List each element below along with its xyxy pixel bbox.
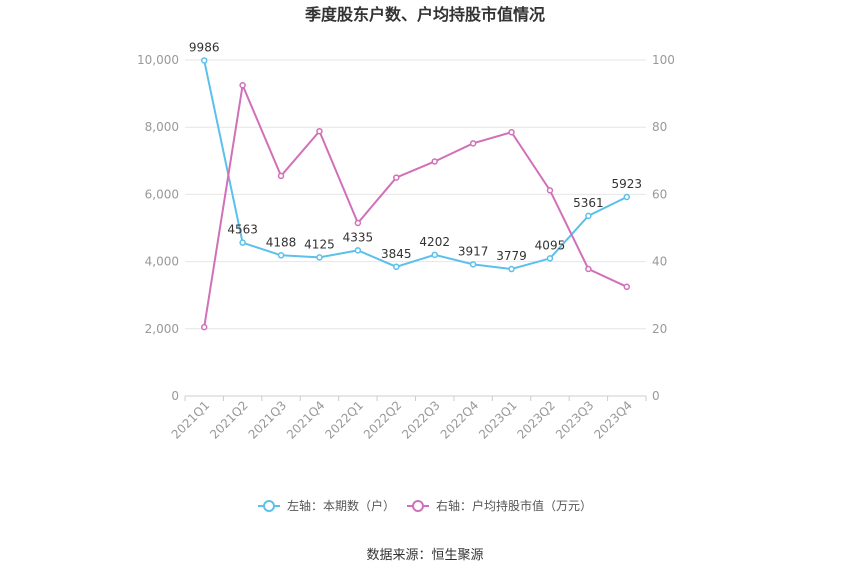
legend[interactable]: 左轴：本期数（户） 右轴：户均持股市值（万元） xyxy=(258,498,592,513)
x-tick-label: 2023Q1 xyxy=(476,398,520,442)
legend-label-2: 右轴：户均持股市值（万元） xyxy=(436,498,592,513)
data-label: 5361 xyxy=(573,196,604,210)
data-label: 4335 xyxy=(343,230,374,244)
y-right-tick-label: 20 xyxy=(652,322,667,336)
y-right-tick-label: 0 xyxy=(652,389,660,403)
y-right-tick-label: 60 xyxy=(652,187,667,201)
x-tick-label: 2023Q3 xyxy=(553,398,597,442)
series-2-point xyxy=(354,219,362,227)
x-tick-label: 2021Q4 xyxy=(284,398,328,442)
source-note: 数据来源：恒生聚源 xyxy=(366,548,483,563)
series-line-1 xyxy=(203,60,628,271)
y-right-tick-label: 40 xyxy=(652,255,667,269)
series-1-point xyxy=(508,265,515,273)
series-2-point xyxy=(239,81,246,89)
series-1-point xyxy=(469,261,477,268)
series-line-2 xyxy=(203,81,628,328)
data-label: 5923 xyxy=(612,177,643,191)
series-1-point xyxy=(277,252,285,259)
y-left-tick-label: 10,000 xyxy=(137,53,179,67)
series-2-point xyxy=(431,158,438,165)
y-left-tick-label: 8,000 xyxy=(145,120,179,134)
x-tick-label: 2021Q3 xyxy=(246,398,290,442)
x-tick-label: 2022Q1 xyxy=(322,398,366,442)
y-right-tick-label: 100 xyxy=(652,53,675,67)
data-label: 3845 xyxy=(381,247,412,261)
series-2-point xyxy=(200,323,208,331)
data-labels: 9986 4563 4188 4125 4335 3845 4202 3917 3779 4095… xyxy=(189,40,642,263)
x-tick-label: 2022Q4 xyxy=(438,398,482,442)
x-tick-label: 2023Q2 xyxy=(515,398,559,442)
data-label: 4125 xyxy=(304,237,335,251)
y-right-tick-label: 80 xyxy=(652,120,667,134)
x-tick-label: 2021Q2 xyxy=(207,398,251,442)
series-1-point xyxy=(200,57,208,64)
data-label: 4188 xyxy=(266,235,297,249)
data-label: 4202 xyxy=(419,235,450,249)
series-group xyxy=(200,57,631,331)
series-1-point xyxy=(316,254,323,261)
series-2-point xyxy=(277,172,285,180)
x-tick-label: 2022Q2 xyxy=(361,398,405,442)
y-left-tick-label: 4,000 xyxy=(145,255,179,269)
x-tick-label: 2022Q3 xyxy=(399,398,443,442)
data-label: 9986 xyxy=(189,40,220,54)
series-2-point xyxy=(508,128,515,136)
data-label: 3917 xyxy=(458,244,489,258)
data-label: 3779 xyxy=(496,249,527,263)
series-1-point xyxy=(585,212,592,220)
series-1-point xyxy=(623,193,631,201)
series-2-point xyxy=(469,140,477,147)
data-label: 4563 xyxy=(227,223,258,237)
y-left-tick-label: 2,000 xyxy=(145,322,179,336)
x-tick-label: 2021Q1 xyxy=(169,398,213,442)
series-2-point xyxy=(316,127,323,135)
y-left-tick-label: 0 xyxy=(171,389,179,403)
series-1-point xyxy=(393,263,400,271)
data-label: 4095 xyxy=(535,238,566,252)
series-2-point xyxy=(585,265,592,273)
series-2-point xyxy=(546,187,554,194)
x-tick-label: 2023Q4 xyxy=(591,398,635,442)
y-left-tick-label: 6,000 xyxy=(145,187,179,201)
legend-marker-2 xyxy=(412,500,424,512)
legend-label-1: 左轴：本期数（户） xyxy=(287,498,395,513)
series-2-point xyxy=(623,283,631,291)
legend-marker-1 xyxy=(263,500,275,512)
series-2-point xyxy=(393,174,400,181)
series-1-point xyxy=(354,247,362,254)
series-1-point xyxy=(431,251,438,259)
series-1-point xyxy=(239,239,246,246)
series-1-point xyxy=(546,255,554,262)
chart-title: 季度股东户数、户均持股市值情况 xyxy=(304,5,545,24)
